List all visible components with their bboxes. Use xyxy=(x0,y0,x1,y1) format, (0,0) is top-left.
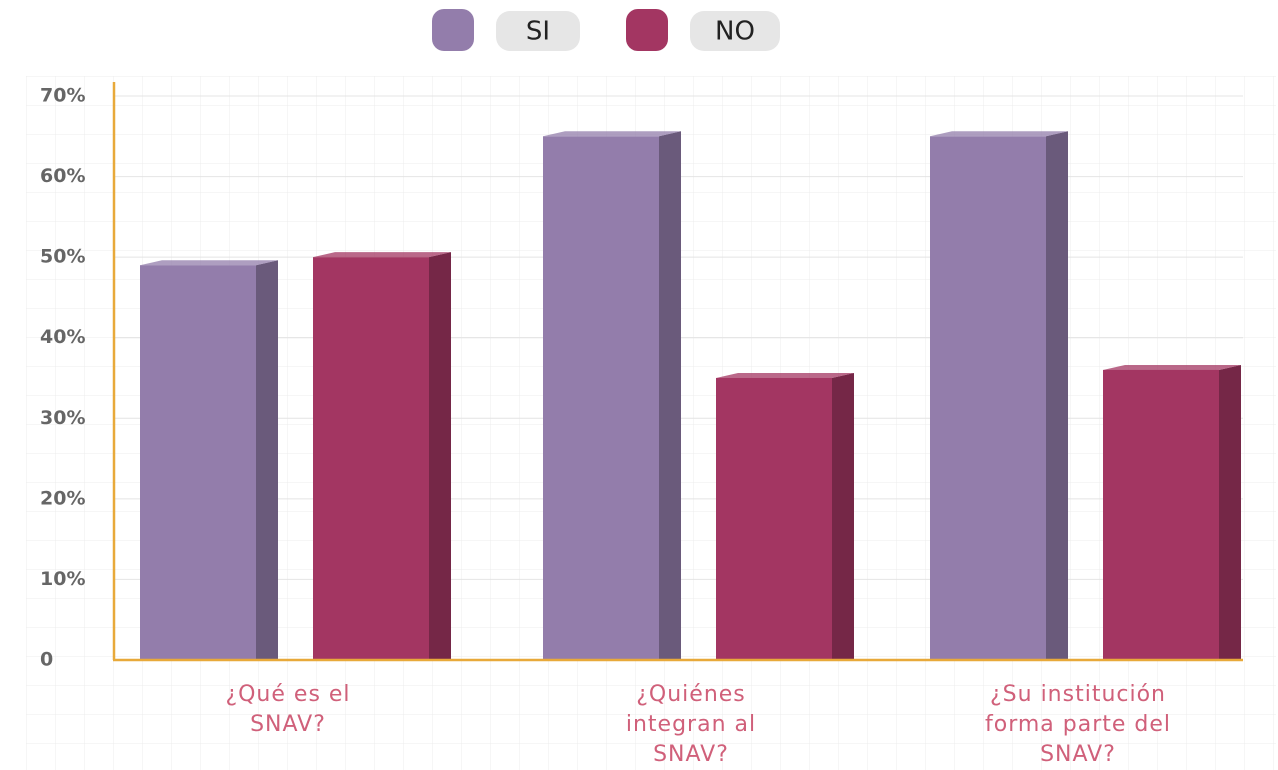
y-tick-label: 60% xyxy=(40,165,85,187)
bar-side xyxy=(832,373,854,660)
bar-side xyxy=(659,131,681,661)
legend-swatch xyxy=(432,9,474,51)
bar-side xyxy=(256,260,278,660)
bar-top xyxy=(543,131,681,137)
x-tick-label: ¿Qué es el SNAV? xyxy=(225,682,351,737)
y-tick-label: 30% xyxy=(40,407,85,429)
legend-pill xyxy=(496,11,580,51)
bar-side xyxy=(1046,131,1068,661)
bar-side xyxy=(1219,364,1241,660)
legend-label: SI xyxy=(526,17,550,47)
bar-top xyxy=(716,373,854,378)
bar-top xyxy=(313,252,451,258)
bar-top xyxy=(930,131,1068,137)
y-tick-label: 40% xyxy=(40,326,85,348)
x-tick-label: ¿Quiénes integran al SNAV? xyxy=(625,682,757,767)
bar xyxy=(1103,369,1219,660)
bar-top xyxy=(1103,364,1241,370)
bar xyxy=(543,136,659,661)
bar-side xyxy=(429,252,451,660)
bar xyxy=(716,378,832,660)
bar xyxy=(930,136,1046,661)
y-tick-label: 20% xyxy=(40,487,85,509)
bar xyxy=(140,265,256,660)
y-tick-label: 0 xyxy=(40,649,53,671)
legend-pill xyxy=(690,11,780,51)
legend-label: NO xyxy=(715,17,755,47)
bar-top xyxy=(140,260,278,266)
y-tick-label: 50% xyxy=(40,246,85,268)
y-tick-label: 10% xyxy=(40,568,85,590)
x-tick-label: ¿Su institución forma parte del SNAV? xyxy=(984,682,1172,767)
y-tick-label: 70% xyxy=(40,85,85,107)
legend-swatch xyxy=(626,9,668,51)
bar xyxy=(313,257,429,660)
